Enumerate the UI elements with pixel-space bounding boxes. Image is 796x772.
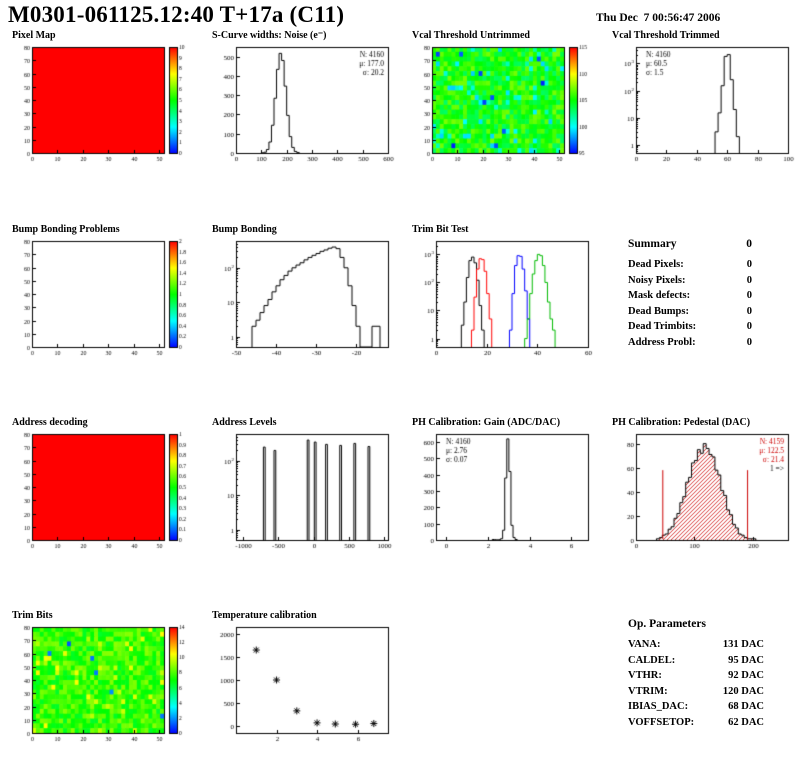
op-parameter-value: 95 DAC [728, 654, 764, 666]
summary-row-value: 0 [746, 305, 752, 317]
summary-row: Noisy Pixels: 0 [628, 273, 752, 289]
chart-ph-gain: PH Calibration: Gain (ADC/DAC) [410, 417, 596, 555]
chart-bump-problems: Bump Bonding Problems [10, 224, 196, 362]
chart-vcal-untrimmed: Vcal Threshold Untrimmed [410, 30, 596, 168]
op-parameter-value: 62 DAC [728, 716, 764, 728]
chart-title-vcal-trimmed: Vcal Threshold Trimmed [612, 30, 720, 41]
chart-trim-bit-test: Trim Bit Test [410, 224, 596, 362]
summary-row: Address Probl: 0 [628, 335, 752, 351]
op-parameter-row: VANA: 131 DAC [628, 637, 764, 653]
summary-row-label: Dead Pixels: [628, 259, 684, 270]
op-parameter-value: 68 DAC [728, 701, 764, 712]
address-levels-canvas [210, 429, 396, 555]
summary-row-value: 0 [746, 274, 752, 286]
bump-problems-canvas [10, 236, 196, 362]
vcal-untrimmed-canvas [410, 42, 596, 168]
op-parameter-label: VTHR: [628, 670, 662, 681]
pixel-map-canvas [10, 42, 196, 168]
chart-ph-pedestal: PH Calibration: Pedestal (DAC) [610, 417, 796, 555]
chart-trim-bits: Trim Bits [10, 610, 196, 748]
op-parameter-value: 92 DAC [728, 670, 764, 681]
chart-bump-bonding: Bump Bonding [210, 224, 396, 362]
op-parameter-label: CALDEL: [628, 654, 676, 666]
op-parameter-label: IBIAS_DAC: [628, 701, 689, 712]
page-title: M0301-061125.12:40 T+17a (C11) [8, 2, 345, 27]
op-parameters-title: Op. Parameters [628, 618, 706, 630]
op-parameter-row: CALDEL: 95 DAC [628, 653, 764, 669]
op-parameter-row: IBIAS_DAC: 68 DAC [628, 699, 764, 715]
summary-title-row: Summary 0 [628, 238, 752, 250]
chart-title-ph-gain: PH Calibration: Gain (ADC/DAC) [412, 417, 561, 428]
chart-title-address-decoding: Address decoding [12, 417, 88, 428]
chart-title-trim-bit-test: Trim Bit Test [412, 224, 469, 235]
op-parameter-label: VANA: [628, 639, 661, 650]
op-parameter-value: 120 DAC [722, 685, 764, 697]
summary-row-value: 0 [746, 336, 752, 348]
op-parameter-row: VOFFSETOP: 62 DAC [628, 715, 764, 731]
chart-title-ph-pedestal: PH Calibration: Pedestal (DAC) [612, 417, 751, 428]
summary-row: Mask defects: 0 [628, 288, 752, 304]
chart-title-trim-bits: Trim Bits [12, 610, 53, 621]
summary-row: Dead Trimbits: 0 [628, 319, 752, 335]
chart-address-decoding: Address decoding [10, 417, 196, 555]
chart-title-bump-problems: Bump Bonding Problems [12, 224, 120, 235]
address-decoding-canvas [10, 429, 196, 555]
summary-row: Dead Bumps: 0 [628, 304, 752, 320]
summary-row-label: Noisy Pixels: [628, 274, 686, 286]
scurve-noise-canvas [210, 42, 396, 168]
chart-title-bump-bonding: Bump Bonding [212, 224, 277, 235]
op-parameters-panel: Op. Parameters VANA: 131 DAC CALDEL: 95 … [628, 618, 764, 730]
summary-row: Dead Pixels: 0 [628, 257, 752, 273]
chart-title-pixel-map: Pixel Map [12, 30, 56, 41]
chart-pixel-map: Pixel Map [10, 30, 196, 168]
trim-bit-test-canvas [410, 236, 596, 362]
summary-row-label: Address Probl: [628, 336, 696, 348]
ph-pedestal-canvas [610, 429, 796, 555]
op-parameter-label: VOFFSETOP: [628, 716, 695, 728]
chart-title-temperature-calibration: Temperature calibration [212, 610, 317, 621]
temperature-calibration-canvas [210, 622, 396, 748]
summary-title: Summary [628, 238, 677, 250]
summary-header-value: 0 [746, 238, 752, 250]
chart-title-address-levels: Address Levels [212, 417, 277, 428]
trim-bits-canvas [10, 622, 196, 748]
ph-gain-canvas [410, 429, 596, 555]
summary-row-label: Mask defects: [628, 290, 691, 301]
timestamp: Thu Dec 7 00:56:47 2006 [596, 12, 721, 24]
chart-temperature-calibration: Temperature calibration [210, 610, 396, 748]
chart-title-vcal-untrimmed: Vcal Threshold Untrimmed [412, 30, 530, 41]
op-parameter-row: VTRIM: 120 DAC [628, 684, 764, 700]
op-parameter-label: VTRIM: [628, 685, 668, 697]
summary-panel: Summary 0 Dead Pixels: 0 Noisy Pixels: 0… [628, 238, 752, 350]
chart-address-levels: Address Levels [210, 417, 396, 555]
summary-row-value: 0 [746, 321, 752, 332]
op-parameter-row: VTHR: 92 DAC [628, 668, 764, 684]
op-parameters-title-row: Op. Parameters [628, 618, 764, 630]
chart-title-scurve-noise: S-Curve widths: Noise (e⁻) [212, 30, 327, 41]
summary-row-value: 0 [746, 259, 752, 270]
summary-row-value: 0 [746, 290, 752, 301]
summary-row-label: Dead Bumps: [628, 305, 689, 317]
op-parameter-value: 131 DAC [722, 639, 764, 650]
chart-vcal-trimmed: Vcal Threshold Trimmed [610, 30, 796, 168]
chart-scurve-noise: S-Curve widths: Noise (e⁻) [210, 30, 396, 168]
summary-row-label: Dead Trimbits: [628, 321, 697, 332]
bump-bonding-canvas [210, 236, 396, 362]
vcal-trimmed-canvas [610, 42, 796, 168]
